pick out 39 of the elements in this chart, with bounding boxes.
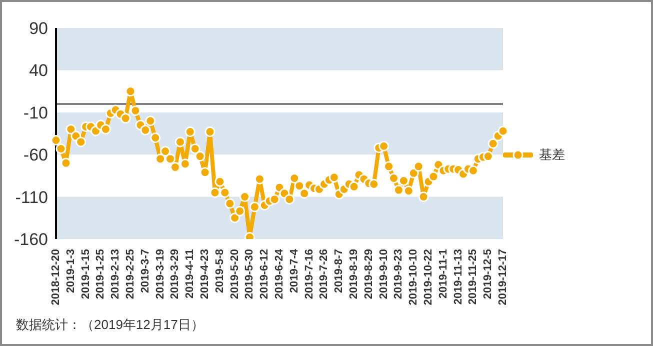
x-tick-label: 2019-4-11 [184,249,196,299]
x-tick-label: 2019-8-19 [348,249,360,300]
x-tick-label: 2019-3-7 [139,249,152,294]
y-tick-label: -160 [14,230,48,250]
x-tick-label: 2019-11-13 [452,249,464,305]
y-tick-label: -60 [23,146,48,165]
x-tick-label: 2019-8-7 [333,249,346,294]
x-tick-label: 2019-11-1 [437,249,450,299]
x-tick-label: 2019-6-12 [258,249,271,300]
x-tick-label: 2019-7-26 [318,249,330,300]
text: 数据统计：（2019年12月17日） [16,316,204,334]
x-tick-label: 2019-1-25 [94,249,107,300]
legend-label: 基差 [539,146,565,164]
y-tick-label: 90 [29,19,48,38]
x-tick-label: 2019-10-22 [422,249,434,306]
x-tick-label: 2019-7-4 [288,248,300,294]
x-tick-label: 2019-7-16 [303,249,316,300]
x-tick-label: 2019-12-17 [497,249,509,306]
x-tick-label: 2019-3-29 [169,249,182,300]
x-tick-label: 2019-6-24 [274,248,286,300]
x-tick-label: 2018-12-20 [50,249,62,306]
x-tick-label: 2019-11-25 [467,249,480,305]
x-tick-label: 2019-5-20 [228,249,241,300]
x-tick-label: 2019-2-25 [124,249,136,300]
x-tick-label: 2019-1-3 [64,249,77,294]
x-tick-label: 2019-3-19 [154,249,166,300]
x-tick-label: 2019-2-13 [110,249,122,300]
y-tick-label: -10 [23,103,48,122]
x-tick-label: 2019-12-5 [482,249,494,300]
x-tick-label: 2019-9-10 [378,249,390,300]
x-tick-label: 2019-1-15 [80,249,92,300]
x-tick-label: 2019-5-8 [214,249,226,294]
x-tick-label: 2019-4-23 [199,249,211,300]
x-tick-label: 2019-10-10 [408,249,420,306]
x-tick-label: 2019-9-23 [392,249,405,300]
y-tick-label: -110 [15,188,48,207]
x-tick-label: 2019-8-29 [362,249,375,300]
y-tick-label: 40 [29,61,48,80]
x-tick-label: 2019-5-30 [244,249,256,300]
